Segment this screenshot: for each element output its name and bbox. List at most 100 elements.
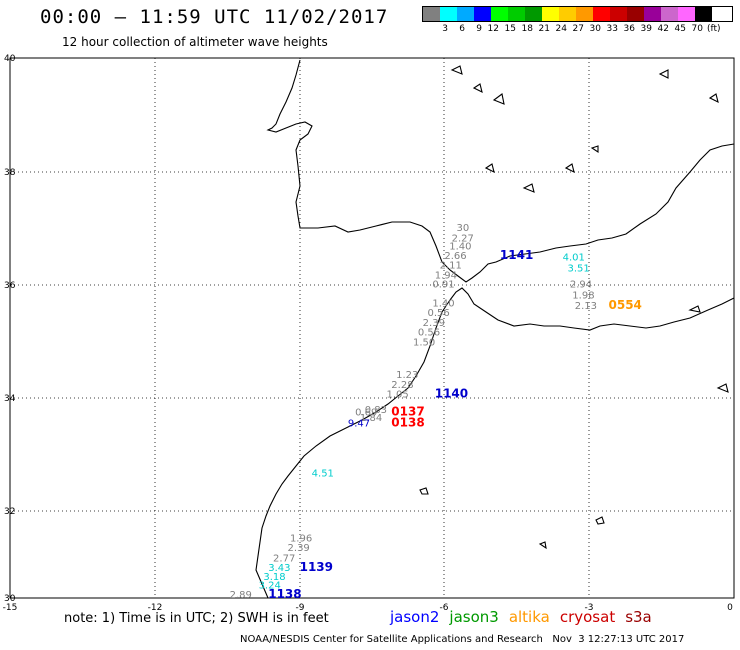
wave-height-label: 1.23 — [396, 370, 418, 381]
legend-label: 33 — [606, 24, 618, 34]
pass-time-label: 0138 — [391, 415, 424, 429]
wave-height-label: 1.40 — [449, 242, 471, 253]
legend-label: 6 — [459, 24, 465, 34]
legend-swatch — [576, 7, 593, 21]
wave-height-label: 0.56 — [428, 308, 450, 319]
lon-label: -12 — [148, 603, 163, 613]
legend-swatch — [525, 7, 542, 21]
pass-time-label: 0137 — [391, 404, 424, 418]
wave-height-label: 2.66 — [444, 251, 466, 262]
lat-labels: 40 38 36 34 32 30 — [4, 54, 16, 604]
wave-height-label: 3.51 — [567, 263, 589, 274]
legend-swatches — [422, 6, 733, 22]
wave-height-label: 4.01 — [563, 253, 585, 264]
legend-label: 3 — [442, 24, 448, 34]
wave-height-label: 1.05 — [386, 390, 408, 401]
wave-height-label: 2.39 — [288, 543, 310, 554]
pass-time-label: 1139 — [300, 560, 333, 574]
wave-height-label: 2.94 — [570, 280, 592, 291]
satellite-cryosat: cryosat — [559, 608, 616, 626]
legend-swatch — [593, 7, 610, 21]
legend-label: 9 — [476, 24, 482, 34]
lat-label: 36 — [4, 281, 16, 291]
legend-swatch — [627, 7, 644, 21]
satellite-legend: jason2 jason3 altika cryosat s3a — [390, 608, 662, 626]
lon-labels: -15 -12 -9 -6 -3 0 — [3, 603, 733, 613]
legend-swatch — [644, 7, 661, 21]
lon-label: -3 — [585, 603, 594, 613]
lon-label: -6 — [440, 603, 449, 613]
footer-note: note: 1) Time is in UTC; 2) SWH is in fe… — [64, 611, 329, 626]
lon-label: -15 — [3, 603, 18, 613]
legend-label: 30 — [589, 24, 601, 34]
satellite-s3a: s3a — [625, 608, 652, 626]
satellite-jason3: jason3 — [449, 608, 499, 626]
legend-label: 36 — [623, 24, 635, 34]
wave-height-label: 3.43 — [268, 563, 290, 574]
wave-height-label: 0.83 — [365, 405, 387, 416]
wave-height-label: 1.96 — [290, 533, 312, 544]
coastline — [255, 59, 735, 599]
wave-height-label: 1.84 — [360, 413, 382, 424]
credit-line: NOAA/NESDIS Center for Satellite Applica… — [240, 634, 685, 645]
wave-height-label: 2.89 — [230, 590, 252, 601]
wave-height-label: 2.11 — [440, 261, 462, 272]
legend-swatch — [559, 7, 576, 21]
lat-label: 38 — [4, 168, 16, 178]
wave-height-label: 1.94 — [435, 270, 457, 281]
legend-label: 42 — [657, 24, 669, 34]
legend-label: 70 — [691, 24, 703, 34]
wave-height-label: 0.69 — [355, 407, 377, 418]
legend-label: 12 — [487, 24, 499, 34]
legend-label: 21 — [538, 24, 550, 34]
lat-label: 32 — [4, 507, 15, 517]
wave-height-label: 2.77 — [273, 553, 295, 564]
lat-label: 30 — [4, 594, 16, 604]
legend-swatch — [695, 7, 712, 21]
color-legend: 3 6 9 12 15 18 21 24 27 30 33 36 39 42 45 70 (ft) — [422, 6, 733, 38]
wave-height-label: 1.50 — [413, 337, 435, 348]
wave-height-label: 2.13 — [575, 301, 597, 312]
legend-swatch — [661, 7, 678, 21]
map-title: 00:00 – 11:59 UTC 11/02/2017 — [40, 6, 389, 28]
satellite-jason2: jason2 — [390, 608, 440, 626]
satellite-altika: altika — [508, 608, 550, 626]
legend-label: 45 — [674, 24, 686, 34]
legend-swatch — [610, 7, 627, 21]
graticule — [10, 58, 734, 598]
legend-unit: (ft) — [707, 24, 721, 34]
wave-height-label: 3.18 — [263, 572, 285, 583]
wave-height-label: 9.47 — [348, 418, 370, 429]
wave-height-label: 0.56 — [418, 328, 440, 339]
legend-label: 27 — [572, 24, 584, 34]
legend-label: 24 — [555, 24, 567, 34]
lat-label: 34 — [4, 394, 16, 404]
lon-label: -9 — [296, 603, 305, 613]
wave-height-label: 0.91 — [432, 280, 454, 291]
lat-label: 40 — [4, 54, 16, 64]
pass-time-label: 1141 — [500, 248, 533, 262]
legend-label: 39 — [640, 24, 652, 34]
legend-swatch — [423, 7, 440, 21]
wave-height-label: 2.27 — [452, 234, 474, 245]
map-frame — [9, 57, 735, 599]
wave-height-label: 4.51 — [312, 469, 334, 480]
legend-swatch — [508, 7, 525, 21]
legend-label: 18 — [521, 24, 533, 34]
legend-swatch — [457, 7, 474, 21]
legend-swatch — [678, 7, 695, 21]
legend-swatch — [440, 7, 457, 21]
map-subtitle: 12 hour collection of altimeter wave hei… — [62, 35, 328, 49]
wave-height-label: 3.24 — [259, 580, 281, 591]
wave-height-label: 1.40 — [432, 298, 454, 309]
legend-label: 15 — [504, 24, 516, 34]
pass-time-label: 0554 — [609, 298, 642, 312]
wave-height-label: 2.39 — [423, 318, 445, 329]
wave-height-label: 2.28 — [391, 380, 413, 391]
pass-time-label: 1140 — [435, 387, 468, 401]
lon-label: 0 — [727, 603, 733, 613]
pass-time-label: 1138 — [268, 587, 301, 601]
legend-swatch — [474, 7, 491, 21]
